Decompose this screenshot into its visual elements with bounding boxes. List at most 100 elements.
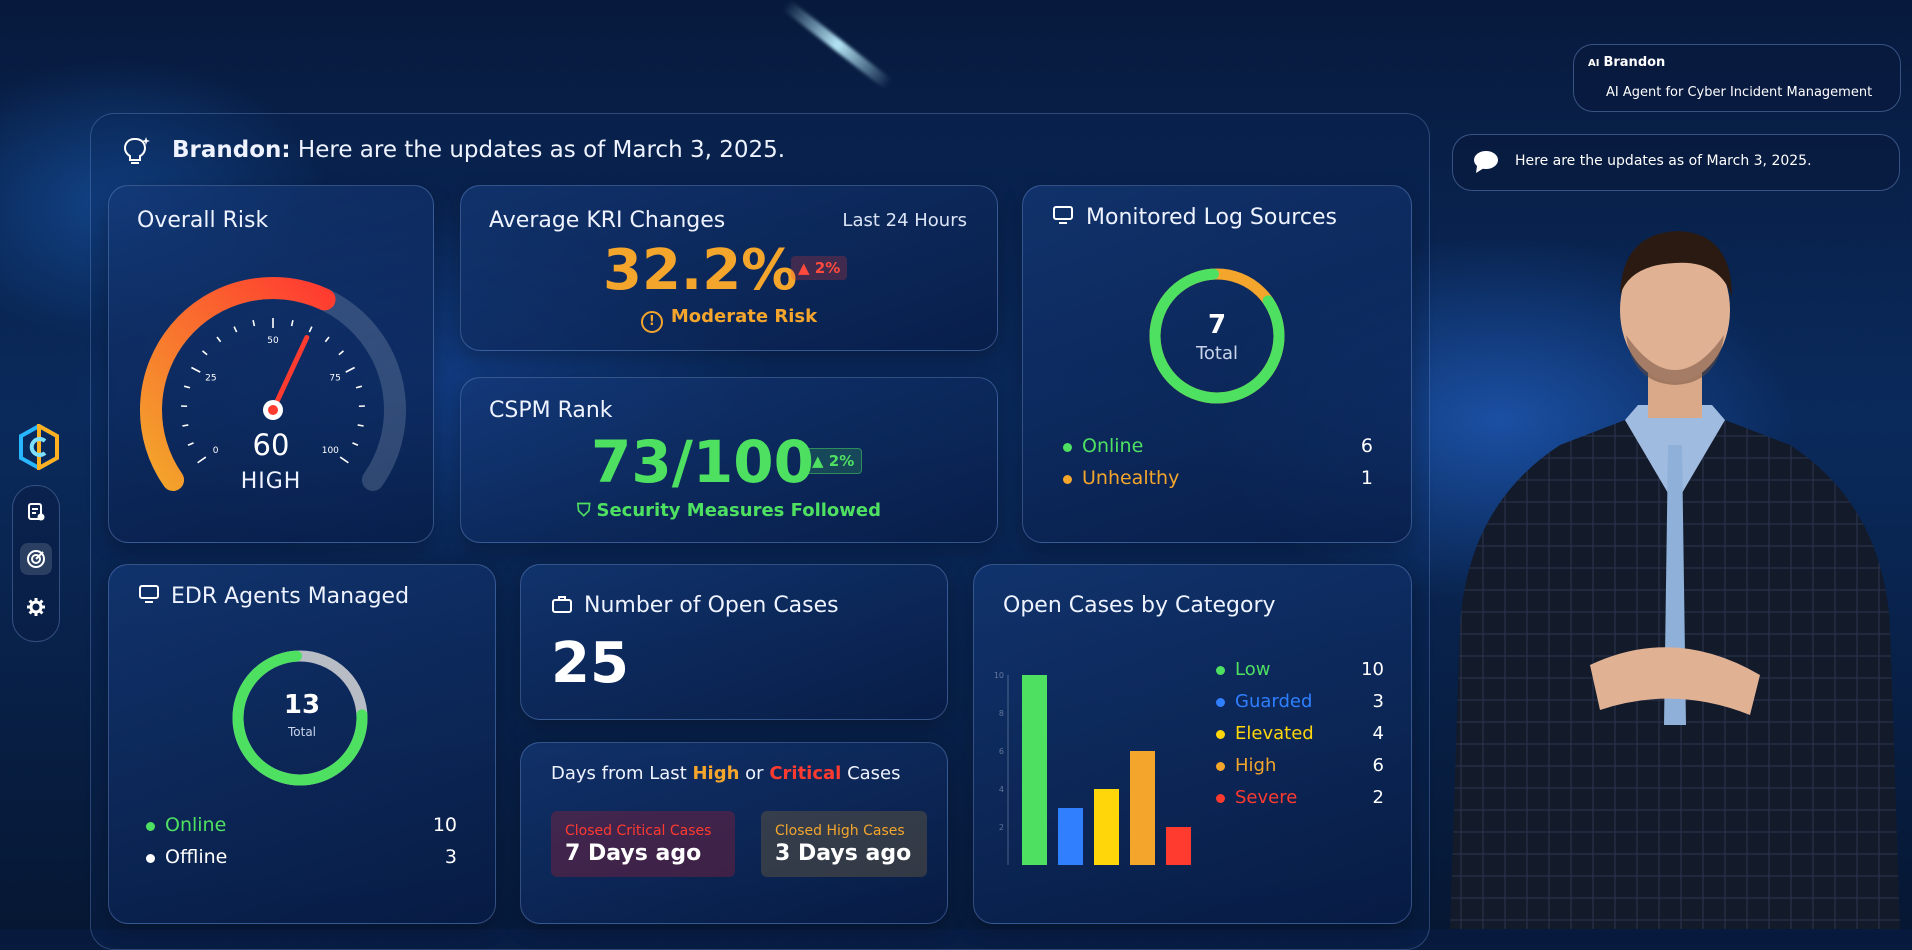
legend-value: 10 [1361,659,1384,680]
legend-value: 4 [1373,723,1384,744]
report-icon[interactable] [20,496,52,528]
gauge-tick [234,327,237,332]
log-online-value: 6 [1361,435,1373,457]
high-cases-label: Closed High Cases [775,823,905,839]
days-since-or: or [745,763,763,784]
kri-card: Average KRI Changes Last 24 Hours 32.2% … [460,185,998,351]
gauge-tick [325,337,329,342]
gauge-tick [203,351,208,355]
ai-badge-icon: AI [1588,58,1599,69]
kri-change: 2% [815,259,840,277]
edr-title: EDR Agents Managed [171,584,409,609]
days-since-critical-word: Critical [769,763,841,784]
gauge-tick [217,337,221,342]
gear-icon[interactable] [20,591,52,623]
presenter-avatar [1450,205,1900,929]
desktop-icon [139,585,159,607]
cspm-value: 73/100 [591,428,814,496]
legend-label: High [1235,755,1276,776]
green-dot-icon [146,822,155,831]
gauge-tick-label: 25 [205,374,216,384]
gauge-tick [339,351,344,355]
legend-label: Low [1235,659,1270,680]
days-since-high-word: High [692,763,739,784]
legend-dot-icon [1216,730,1225,739]
kri-status: ! Moderate Risk [461,306,997,333]
open-cases-title: Number of Open Cases [584,593,839,618]
kri-title: Average KRI Changes [489,208,725,233]
triangle-up-icon: ▲ [798,259,810,277]
high-cases-value: 3 Days ago [775,841,911,866]
legend-item-guarded: Guarded 3 [1216,691,1396,717]
edr-online-value: 10 [433,814,457,836]
bar-low [1022,675,1047,865]
legend-item-severe: Severe 2 [1216,787,1396,813]
log-unhealthy-label: Unhealthy [1082,467,1179,489]
agent-chat-text: Here are the updates as of March 3, 2025… [1515,153,1812,169]
cspm-change: 2% [829,452,854,470]
legend-dot-icon [1216,762,1225,771]
edr-offline-label: Offline [165,846,227,868]
legend-item-elevated: Elevated 4 [1216,723,1396,749]
gauge-tick [358,425,364,426]
cases-chart-legend: Low 10 Guarded 3 Elevated 4 High 6 Severe 2 [1216,659,1396,819]
cspm-change-badge: ▲ 2% [804,448,862,474]
alert-circle-icon: ! [641,311,663,333]
gauge-tick [182,425,188,426]
legend-label: Guarded [1235,691,1312,712]
days-since-title: Days from Last High or Critical Cases [551,763,901,784]
cspm-status: ⛉Security Measures Followed [461,500,997,521]
agent-role: AI Agent for Cyber Incident Management [1606,85,1872,100]
days-since-card: Days from Last High or Critical Cases Cl… [520,742,948,924]
shield-check-icon: ⛉ [577,500,591,521]
kri-status-text: Moderate Risk [671,306,817,327]
days-since-prefix: Days from Last [551,763,687,784]
monitor-icon [1053,206,1073,229]
critical-cases-value: 7 Days ago [565,841,701,866]
header-text: Here are the updates as of March 3, 2025… [298,137,785,163]
open-cases-card: Number of Open Cases 25 [520,564,948,720]
log-sources-title: Monitored Log Sources [1086,205,1337,230]
legend-value: 2 [1373,787,1384,808]
log-sources-card: Monitored Log Sources 7 Total Online 6 U… [1022,185,1412,543]
gauge-tick [191,368,200,373]
log-total-label: Total [1023,343,1411,364]
critical-cases-box: Closed Critical Cases 7 Days ago [551,811,735,877]
gauge-tick [356,386,362,388]
legend-label: Elevated [1235,723,1314,744]
legend-item-high: High 6 [1216,755,1396,781]
agent-chat-bubble[interactable]: Here are the updates as of March 3, 2025… [1452,134,1900,191]
legend-value: 3 [1373,691,1384,712]
y-tick-label: 2 [999,823,1004,832]
cspm-title: CSPM Rank [489,398,613,423]
bar-elevated [1094,789,1119,865]
edr-total-label: Total [109,725,495,739]
gauge-needle [273,337,307,410]
open-cases-value: 25 [551,631,629,696]
orange-dot-icon [1063,475,1072,484]
gauge-tick [253,320,254,326]
legend-value: 6 [1373,755,1384,776]
gauge-tick [346,368,355,373]
target-icon[interactable] [20,543,52,575]
log-legend-unhealthy: Unhealthy [1063,467,1179,489]
kri-change-badge: ▲ 2% [791,256,847,280]
cspm-status-text: Security Measures Followed [596,500,881,521]
log-unhealthy-value: 1 [1361,467,1373,489]
edr-legend-offline: Offline [146,846,227,868]
header-agent-name: Brandon: [172,137,291,163]
critical-cases-label: Closed Critical Cases [565,823,711,839]
bar-high [1130,751,1155,865]
briefcase-icon [552,595,572,617]
legend-label: Severe [1235,787,1297,808]
days-since-suffix: Cases [847,763,900,784]
y-tick-label: 6 [999,747,1004,756]
app-logo[interactable] [18,424,60,470]
log-legend-online: Online [1063,435,1143,457]
background-light-streak [783,0,893,89]
edr-total: 13 [109,690,495,720]
sidebar [12,485,60,642]
